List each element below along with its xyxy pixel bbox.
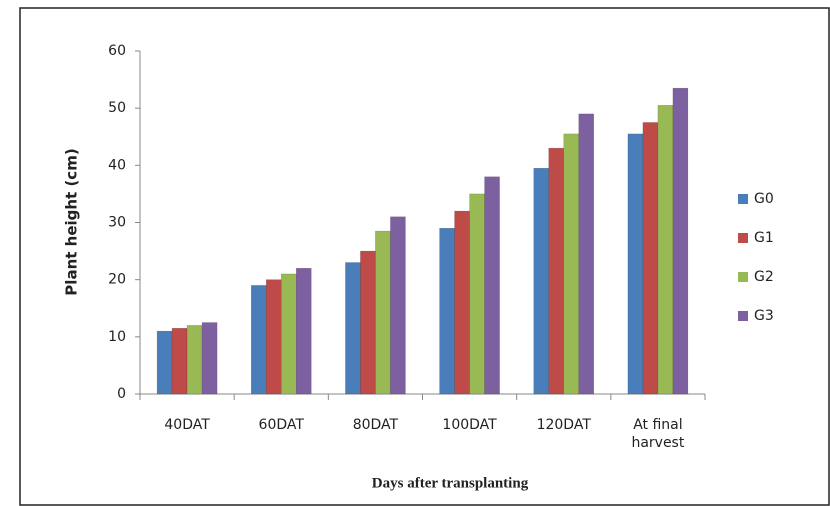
bar <box>296 267 312 395</box>
bar <box>345 262 361 395</box>
y-tick-label: 50 <box>108 100 126 116</box>
x-tick-label: 40DAT <box>164 417 210 433</box>
bar <box>533 167 549 395</box>
bar <box>642 122 659 395</box>
bar <box>548 147 564 395</box>
legend-label: G1 <box>754 230 774 246</box>
x-axis-label: Days after transplanting <box>372 475 529 491</box>
x-tick-label-box: 80DAT <box>352 417 399 433</box>
bar <box>266 279 282 395</box>
bar <box>672 87 689 395</box>
y-tick-label: 60 <box>108 43 126 59</box>
x-tick-label: At final harvest <box>631 417 685 451</box>
bar <box>390 216 406 395</box>
bar <box>657 105 674 395</box>
bar <box>484 176 500 395</box>
y-tick-label: 20 <box>108 272 126 288</box>
bar <box>201 322 218 395</box>
bar <box>627 133 644 395</box>
y-tick-label: 40 <box>108 157 126 173</box>
x-tick-label: 60DAT <box>258 417 304 433</box>
bar <box>469 193 485 395</box>
bar <box>563 133 579 395</box>
legend-swatch <box>738 272 748 282</box>
legend-swatch <box>738 194 748 204</box>
x-tick-label: 120DAT <box>536 417 591 433</box>
y-tick-label: 0 <box>117 386 126 402</box>
bar <box>439 227 455 395</box>
legend-swatch <box>738 311 748 321</box>
bar <box>251 285 267 395</box>
x-tick-label: 100DAT <box>442 417 497 433</box>
x-tick-label-box: 60DAT <box>258 417 304 433</box>
bar <box>281 273 297 395</box>
bar <box>186 325 203 395</box>
legend-label: G2 <box>754 269 774 285</box>
bar <box>375 230 391 395</box>
x-tick-label-box: At final harvest <box>631 417 685 451</box>
bar <box>578 113 594 395</box>
y-tick-label: 10 <box>108 329 126 345</box>
x-tick-label-box: 120DAT <box>536 417 591 433</box>
legend-label: G3 <box>754 308 774 324</box>
bar <box>454 210 470 395</box>
legend-swatch <box>738 233 748 243</box>
y-tick-label: 30 <box>108 215 126 231</box>
chart-frame <box>19 7 830 506</box>
legend-label: G0 <box>754 191 774 207</box>
x-tick-label-box: 40DAT <box>164 417 210 433</box>
bar <box>156 330 173 395</box>
bar <box>171 328 188 395</box>
x-tick-label-box: 100DAT <box>442 417 497 433</box>
bar <box>360 250 376 395</box>
x-tick-label: 80DAT <box>352 417 399 433</box>
y-axis-label: Plant height (cm) <box>63 148 81 295</box>
